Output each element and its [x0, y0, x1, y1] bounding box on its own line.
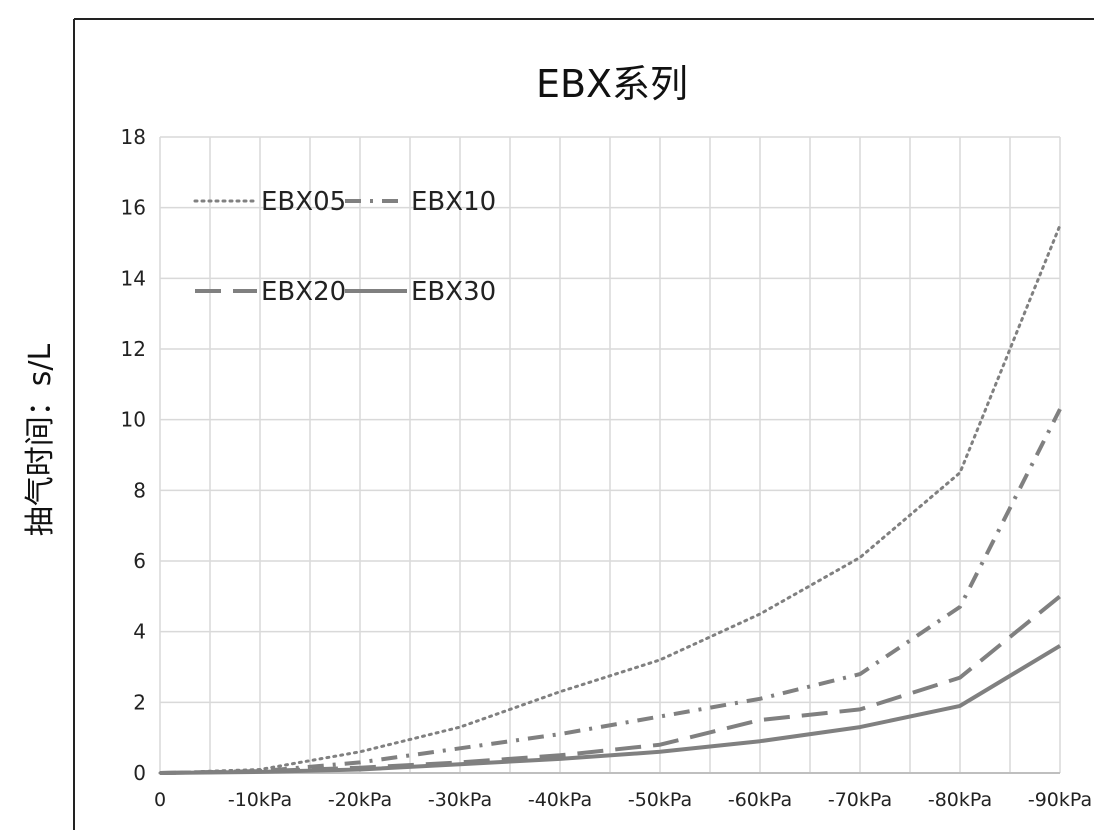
x-tick-label: -20kPa [328, 789, 392, 811]
y-tick-label: 12 [121, 337, 146, 361]
y-tick-label: 4 [133, 620, 146, 644]
y-tick-label: 6 [133, 549, 146, 573]
y-tick-label: 8 [133, 478, 146, 502]
legend-label-ebx10: EBX10 [411, 187, 496, 217]
legend-label-ebx30: EBX30 [411, 277, 496, 307]
chart-title: EBX系列 [536, 62, 688, 106]
y-axis-label: 抽气时间：s/L [23, 343, 58, 536]
x-tick-label: -80kPa [928, 789, 992, 811]
x-tick-label: -90kPa [1028, 789, 1092, 811]
series-lines [158, 223, 1062, 775]
y-tick-label: 16 [121, 196, 146, 220]
y-tick-label: 0 [133, 761, 146, 785]
y-tick-label: 2 [133, 690, 146, 714]
y-tick-labels: 0 2 4 6 8 10 12 14 16 18 [121, 125, 146, 785]
legend-label-ebx05: EBX05 [261, 187, 346, 217]
x-tick-label: 0 [154, 789, 166, 811]
x-tick-label: -40kPa [528, 789, 592, 811]
x-tick-label: -70kPa [828, 789, 892, 811]
legend-label-ebx20: EBX20 [261, 277, 346, 307]
grid [159, 136, 1061, 774]
x-tick-label: -10kPa [228, 789, 292, 811]
series-line-ebx05 [158, 223, 1062, 775]
y-tick-label: 18 [121, 125, 146, 149]
x-tick-label: -50kPa [628, 789, 692, 811]
legend: EBX05 EBX10 EBX20 EBX30 [193, 187, 496, 307]
y-tick-label: 14 [121, 266, 146, 290]
x-tick-label: -30kPa [428, 789, 492, 811]
x-tick-labels: 0 -10kPa -20kPa -30kPa -40kPa -50kPa -60kPa -70… [154, 789, 1092, 811]
y-tick-label: 10 [121, 408, 146, 432]
series-line-ebx30 [159, 644, 1062, 775]
x-tick-label: -60kPa [728, 789, 792, 811]
series-line-ebx10 [159, 408, 1062, 775]
